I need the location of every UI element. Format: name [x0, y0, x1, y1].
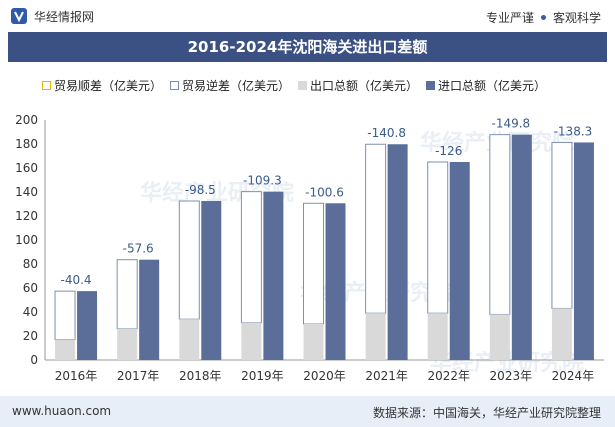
deficit-data-label: -40.4	[61, 273, 92, 287]
footer: www.huaon.com 数据来源：中国海关，华经产业研究院整理	[0, 396, 615, 427]
tagline-objective: 客观科学	[552, 11, 601, 25]
deficit-bar	[54, 290, 76, 341]
export-bar	[489, 314, 510, 360]
legend-label-surplus: 贸易顺差（亿美元）	[54, 79, 163, 93]
y-tick-label: 160	[15, 161, 38, 175]
y-tick-label: 200	[15, 113, 38, 127]
x-tick-label: 2022年	[427, 369, 470, 383]
deficit-bar	[551, 141, 573, 309]
legend-label-export: 出口总额（亿美元）	[310, 79, 419, 93]
x-tick-label: 2017年	[117, 369, 160, 383]
export-bar	[179, 319, 200, 360]
legend-label-deficit: 贸易逆差（亿美元）	[182, 79, 291, 93]
deficit-data-label: -98.5	[185, 183, 216, 197]
legend-item-surplus: 贸易顺差（亿美元）	[42, 77, 162, 94]
deficit-bar	[116, 259, 138, 330]
import-bar	[139, 259, 160, 360]
export-bar	[117, 328, 138, 360]
deficit-data-label: -109.3	[243, 174, 282, 188]
import-bar	[573, 142, 594, 360]
y-tick-label: 180	[15, 137, 38, 151]
y-tick-label: 60	[23, 281, 38, 295]
x-tick-label: 2024年	[552, 369, 595, 383]
import-bar	[511, 134, 532, 360]
export-bar	[427, 313, 448, 360]
data-source: 数据来源：中国海关，华经产业研究院整理	[372, 406, 601, 420]
deficit-bar	[365, 143, 387, 314]
export-bar	[241, 322, 262, 360]
x-tick-label: 2016年	[55, 369, 98, 383]
import-bar	[201, 201, 222, 360]
import-bar	[77, 291, 98, 360]
export-bar	[303, 324, 324, 360]
legend-swatch-export	[298, 81, 308, 90]
chart-plot: 华经产业研究院华经产业研究院华经产业研究院华经产业研究院020406080100…	[15, 113, 604, 383]
export-bar	[551, 308, 572, 360]
export-bar	[55, 339, 76, 360]
import-bar	[263, 191, 284, 360]
legend-item-deficit: 贸易逆差（亿美元）	[170, 77, 290, 94]
import-bar	[325, 203, 346, 360]
import-bar	[449, 162, 470, 360]
x-tick-label: 2019年	[241, 369, 284, 383]
import-bar	[387, 144, 408, 360]
x-tick-label: 2021年	[365, 369, 408, 383]
brand[interactable]: 华经情报网	[10, 7, 94, 25]
huajing-logo-icon	[11, 8, 27, 24]
x-tick-label: 2023年	[490, 369, 533, 383]
top-bar: 华经情报网 专业严谨 客观科学	[0, 0, 615, 32]
deficit-data-label: -100.6	[305, 185, 344, 199]
export-bar	[365, 313, 386, 360]
deficit-bar	[178, 200, 200, 320]
y-tick-label: 120	[15, 209, 38, 223]
deficit-data-label: -138.3	[554, 124, 593, 138]
y-tick-label: 40	[23, 305, 38, 319]
legend-item-import: 进口总额（亿美元）	[426, 77, 546, 94]
y-tick-label: 140	[15, 185, 38, 199]
y-tick-label: 100	[15, 233, 38, 247]
deficit-bar	[303, 202, 324, 325]
legend-label-import: 进口总额（亿美元）	[438, 79, 547, 93]
tagline: 专业严谨 客观科学	[486, 9, 601, 26]
chart-title: 2016-2024年沈阳海关进出口差额	[8, 32, 607, 62]
deficit-bar	[427, 161, 449, 314]
separator-dot-icon	[540, 15, 546, 20]
deficit-data-label: -126	[435, 144, 462, 158]
legend-swatch-import	[426, 81, 436, 90]
deficit-bar	[240, 191, 262, 324]
legend-item-export: 出口总额（亿美元）	[298, 77, 418, 94]
brand-name: 华经情报网	[34, 9, 95, 24]
y-tick-label: 0	[30, 353, 38, 367]
deficit-data-label: -140.8	[367, 126, 406, 140]
deficit-data-label: -57.6	[123, 242, 154, 256]
tagline-professional: 专业严谨	[485, 11, 534, 25]
chart-legend: 贸易顺差（亿美元） 贸易逆差（亿美元） 出口总额（亿美元） 进口总额（亿美元）	[42, 77, 554, 94]
legend-swatch-surplus	[42, 81, 51, 90]
x-tick-label: 2018年	[179, 369, 222, 383]
deficit-data-label: -149.8	[491, 117, 530, 131]
x-tick-label: 2020年	[303, 369, 346, 383]
y-tick-label: 80	[23, 257, 38, 271]
footer-url-link[interactable]: www.huaon.com	[12, 404, 112, 418]
y-tick-label: 20	[23, 329, 38, 343]
legend-swatch-deficit	[170, 81, 180, 90]
deficit-bar	[489, 134, 511, 315]
